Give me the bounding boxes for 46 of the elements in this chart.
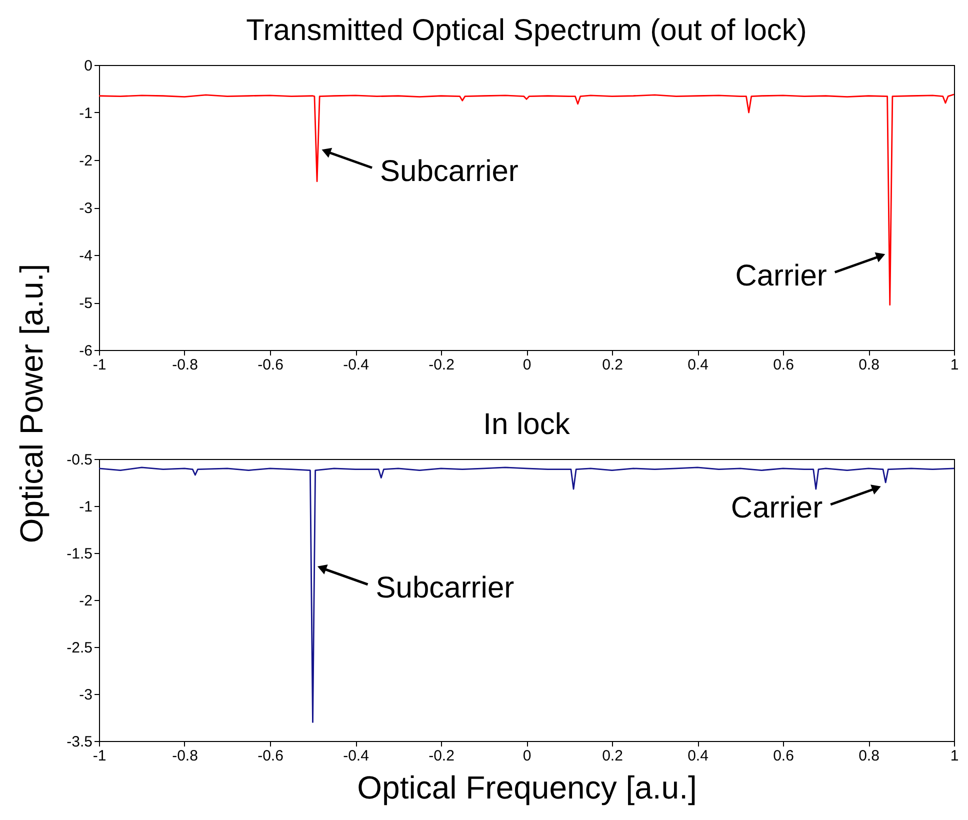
- y-tick-label: -1.5: [66, 546, 92, 562]
- x-tick-label: 1: [950, 748, 959, 764]
- x-tick-label: -0.6: [258, 356, 284, 374]
- x-tick-label: -0.6: [258, 748, 284, 764]
- x-tick-label: 0.4: [688, 748, 708, 764]
- x-tick-label: 0.2: [602, 356, 623, 374]
- x-tick-label: -0.2: [428, 748, 454, 764]
- y-tick-label: -1: [79, 498, 92, 516]
- y-tick-label: -3.5: [66, 734, 92, 750]
- y-tick-label: -3: [79, 686, 92, 704]
- x-tick-label: 0: [522, 748, 532, 764]
- annotation: Subcarrier: [380, 154, 518, 188]
- x-tick-label: -1: [92, 748, 106, 764]
- y-tick-label: -2: [79, 592, 92, 610]
- x-tick-label: 0.8: [858, 748, 880, 764]
- x-tick-label: 0.8: [858, 356, 880, 374]
- line-series: [99, 94, 954, 306]
- annotation: Carrier: [730, 492, 823, 524]
- x-tick-label: -0.8: [172, 356, 198, 374]
- y-tick-label: -4: [79, 248, 92, 264]
- y-tick-label: -0.5: [66, 452, 92, 468]
- y-axis-title: Optical Power [a.u.]: [14, 264, 50, 544]
- x-tick-label: 0.6: [773, 356, 794, 374]
- x-tick-label: -1: [92, 356, 106, 374]
- y-tick-label: -2.5: [66, 640, 92, 656]
- x-tick-label: 0.4: [688, 356, 708, 374]
- y-tick-label: -2: [79, 152, 92, 170]
- y-tick-label: -6: [79, 342, 92, 360]
- x-tick-label: 1: [950, 356, 959, 374]
- annotation: Carrier: [735, 259, 827, 292]
- x-tick-label: -0.2: [428, 356, 454, 374]
- x-tick-label: 0.6: [773, 748, 794, 764]
- chart-title: Transmitted Optical Spectrum (out of lock): [246, 14, 807, 47]
- line-series: [99, 466, 954, 723]
- annotation: Subcarrier: [376, 571, 514, 604]
- x-axis-title: Optical Frequency [a.u.]: [357, 770, 697, 806]
- y-tick-label: -5: [79, 295, 92, 312]
- x-tick-label: -0.4: [343, 356, 369, 374]
- y-tick-label: -1: [79, 105, 92, 122]
- y-tick-label: 0: [84, 58, 92, 74]
- x-tick-label: -0.8: [172, 748, 198, 764]
- x-tick-label: 0.2: [602, 748, 623, 764]
- x-tick-label: 0: [522, 356, 532, 374]
- x-tick-label: -0.4: [343, 748, 369, 764]
- y-tick-label: -3: [79, 200, 92, 217]
- chart-title: In lock: [483, 408, 571, 441]
